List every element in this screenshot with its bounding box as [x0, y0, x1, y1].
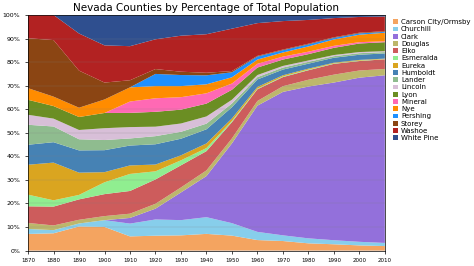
Legend: Carson City/Ormsby, Churchill, Clark, Douglas, Elko, Esmeralda, Eureka, Humboldt: Carson City/Ormsby, Churchill, Clark, Do…: [392, 18, 471, 142]
Title: Nevada Counties by Percentage of Total Population: Nevada Counties by Percentage of Total P…: [73, 3, 339, 13]
